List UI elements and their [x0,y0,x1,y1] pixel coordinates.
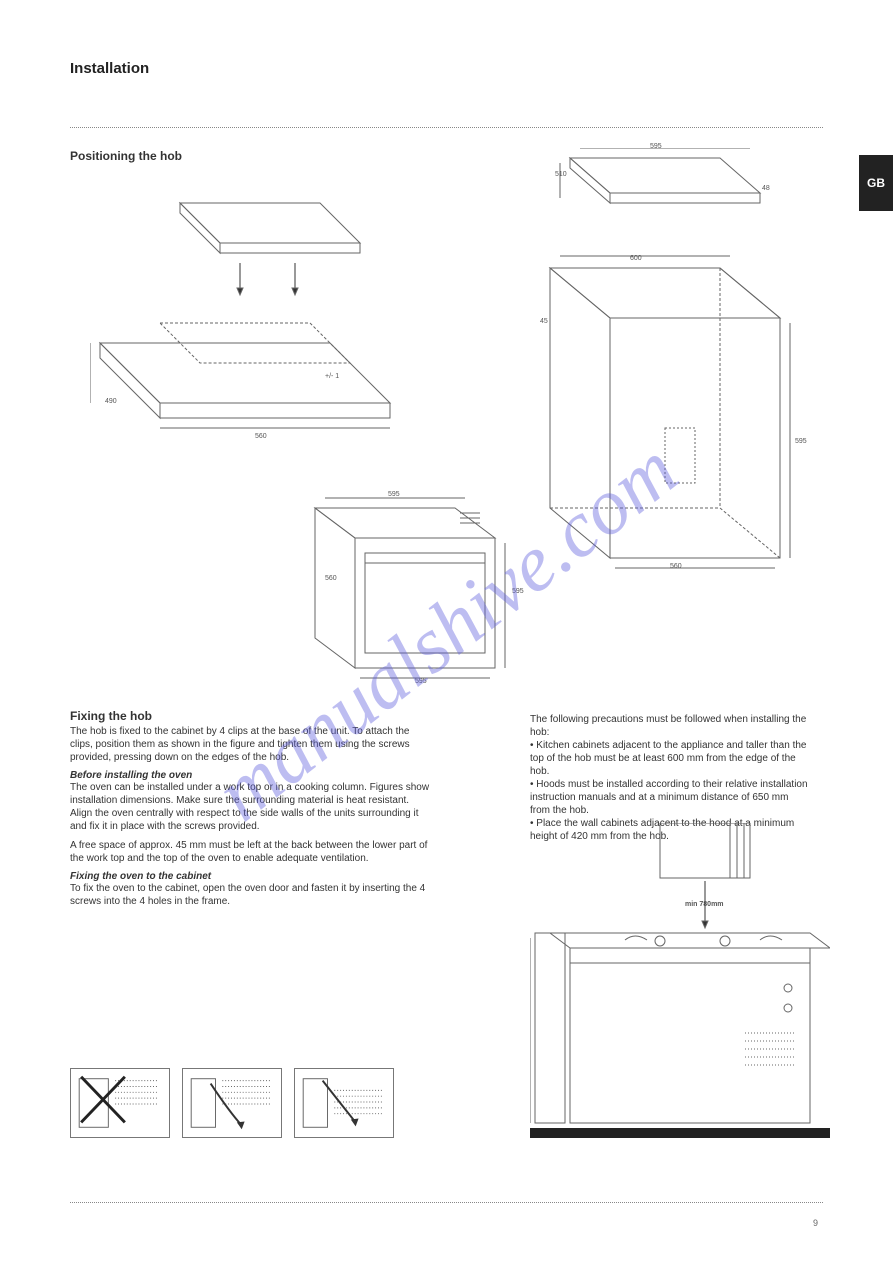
thumb-incorrect [70,1068,170,1138]
dim-560i: 560 [670,563,682,570]
cabinet-diagram [490,148,810,578]
dim-560: 560 [255,433,267,440]
page-number: 9 [813,1218,818,1228]
before-oven-subhead: Before installing the oven [70,770,430,781]
dim-48: 48 [762,185,770,192]
oven-dim-w: 595 [388,491,400,498]
content-area: Positioning the hob 560 490 +/- 1 [70,143,823,1193]
footer-rule [70,1202,823,1203]
dim-595a: 595 [650,143,662,150]
oven-dim-iw: 560 [325,575,337,582]
hood-clearance-diagram [530,823,830,1143]
dim-510: 510 [555,171,567,178]
page-title: Installation [70,60,823,77]
clip-thumbnails [70,1068,394,1138]
dim-595h: 595 [795,438,807,445]
dim-490: 490 [105,398,117,405]
dim-600: 600 [630,255,642,262]
oven-vent-body: A free space of approx. 45 mm must be le… [70,839,430,865]
fixing-hob-body: The hob is fixed to the cabinet by 4 cli… [70,725,430,764]
fix-oven-body: To fix the oven to the cabinet, open the… [70,882,430,908]
left-text-column: Fixing the hob The hob is fixed to the c… [70,703,430,914]
thumb-correct-1 [182,1068,282,1138]
header-rule [70,127,823,128]
thumb-correct-2 [294,1068,394,1138]
language-tab: GB [859,155,893,211]
oven-dim-d: 595 [415,678,427,685]
hob-positioning-heading: Positioning the hob [70,149,430,163]
dim-tol: +/- 1 [325,373,339,380]
fixing-hob-heading: Fixing the hob [70,709,430,723]
dim-45: 45 [540,318,548,325]
before-oven-body: The oven can be installed under a work t… [70,781,430,833]
fix-oven-subhead: Fixing the oven to the cabinet [70,871,430,882]
hood-min-label: min 780mm [685,901,724,908]
hob-cutout-diagram [90,193,400,433]
oven-dim-h: 595 [512,588,524,595]
oven-diagram [305,478,535,688]
